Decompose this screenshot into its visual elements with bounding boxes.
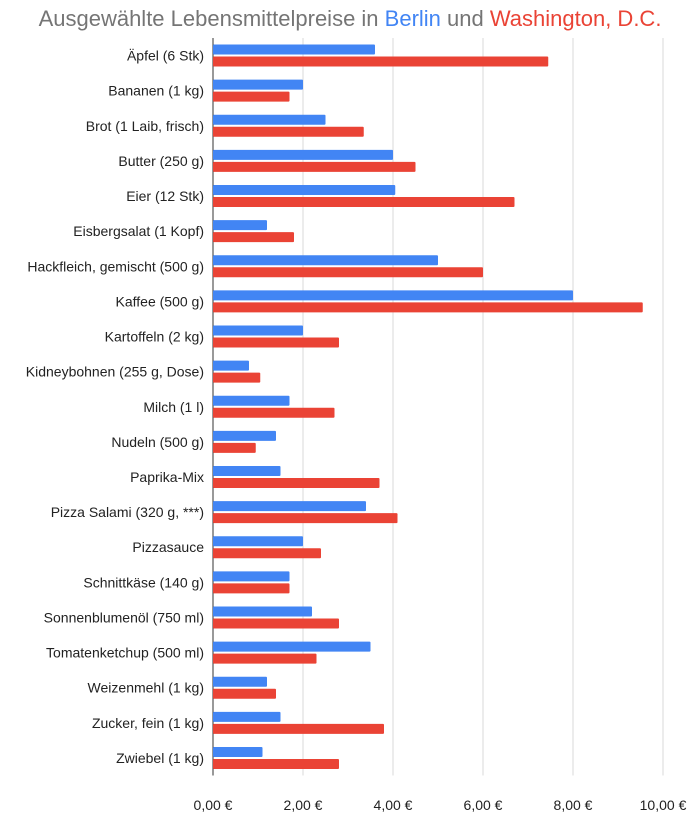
x-tick-label: 10,00 € [640, 797, 687, 813]
bar-berlin [213, 536, 303, 547]
category-label: Tomatenketchup (500 ml) [46, 645, 204, 661]
chart-title-prefix: Ausgewählte Lebensmittelpreise in [38, 6, 385, 31]
bar-washington [213, 723, 384, 734]
bar-washington [213, 548, 321, 559]
bar-washington [213, 302, 643, 313]
category-label: Weizenmehl (1 kg) [88, 680, 204, 696]
bar-washington [213, 232, 294, 243]
bar-berlin [213, 746, 263, 757]
bar-berlin [213, 44, 375, 55]
bar-washington [213, 126, 364, 137]
bar-washington [213, 161, 416, 172]
bar-berlin [213, 360, 249, 371]
bar-berlin [213, 571, 290, 582]
chart-title: Ausgewählte Lebensmittelpreise in Berlin… [0, 6, 700, 32]
bar-washington [213, 197, 515, 208]
category-label: Hackfleich, gemischt (500 g) [27, 258, 204, 274]
bar-berlin [213, 606, 312, 617]
category-label: Sonnenblumenöl (750 ml) [44, 609, 204, 625]
bar-berlin [213, 290, 573, 301]
x-tick-label: 6,00 € [464, 797, 503, 813]
bar-washington [213, 267, 483, 278]
chart-title-washington: Washington, D.C. [489, 6, 662, 31]
bar-washington [213, 653, 317, 664]
bar-berlin [213, 255, 438, 266]
bar-washington [213, 478, 380, 488]
category-label: Kidneybohnen (255 g, Dose) [26, 364, 204, 380]
bar-washington [213, 618, 339, 629]
x-tick-label: 2,00 € [284, 797, 323, 813]
category-label: Eier (12 Stk) [126, 188, 204, 204]
chart-title-berlin: Berlin [384, 6, 441, 31]
bar-berlin [213, 676, 267, 687]
category-label: Kartoffeln (2 kg) [105, 329, 204, 345]
category-label: Zucker, fein (1 kg) [92, 715, 204, 731]
bar-berlin [213, 220, 267, 231]
bar-berlin [213, 641, 371, 652]
category-label: Pizzasauce [132, 539, 204, 555]
category-label: Eisbergsalat (1 Kopf) [73, 223, 204, 239]
category-label: Schnittkäse (140 g) [83, 574, 204, 590]
category-label: Kaffee (500 g) [116, 293, 204, 309]
category-label: Nudeln (500 g) [111, 434, 204, 450]
category-label: Äpfel (6 Stk) [127, 48, 204, 64]
bar-berlin [213, 466, 281, 476]
category-label: Pizza Salami (320 g, ***) [51, 504, 204, 520]
category-label: Milch (1 l) [143, 399, 204, 415]
bar-berlin [213, 185, 396, 196]
bar-washington [213, 513, 398, 524]
bar-berlin [213, 325, 303, 336]
bar-washington [213, 407, 335, 418]
bar-washington [213, 688, 276, 699]
category-label: Butter (250 g) [118, 153, 204, 169]
bar-washington [213, 758, 339, 769]
bar-berlin [213, 711, 281, 722]
bar-washington [213, 91, 290, 102]
bar-berlin [213, 501, 366, 512]
bar-washington [213, 337, 339, 348]
category-label: Zwiebel (1 kg) [116, 750, 204, 766]
bar-washington [213, 372, 261, 383]
bar-berlin [213, 79, 303, 90]
x-tick-label: 0,00 € [194, 797, 233, 813]
bar-berlin [213, 114, 326, 125]
category-label: Brot (1 Laib, frisch) [86, 118, 204, 134]
bar-berlin [213, 430, 276, 441]
x-tick-label: 4,00 € [374, 797, 413, 813]
bar-washington [213, 56, 549, 67]
category-label: Bananen (1 kg) [108, 83, 204, 99]
bar-berlin [213, 395, 290, 406]
category-label: Paprika-Mix [130, 469, 204, 485]
x-tick-label: 8,00 € [554, 797, 593, 813]
chart-title-middle: und [440, 6, 490, 31]
bar-washington [213, 442, 256, 453]
bar-berlin [213, 149, 393, 160]
bar-washington [213, 583, 290, 594]
